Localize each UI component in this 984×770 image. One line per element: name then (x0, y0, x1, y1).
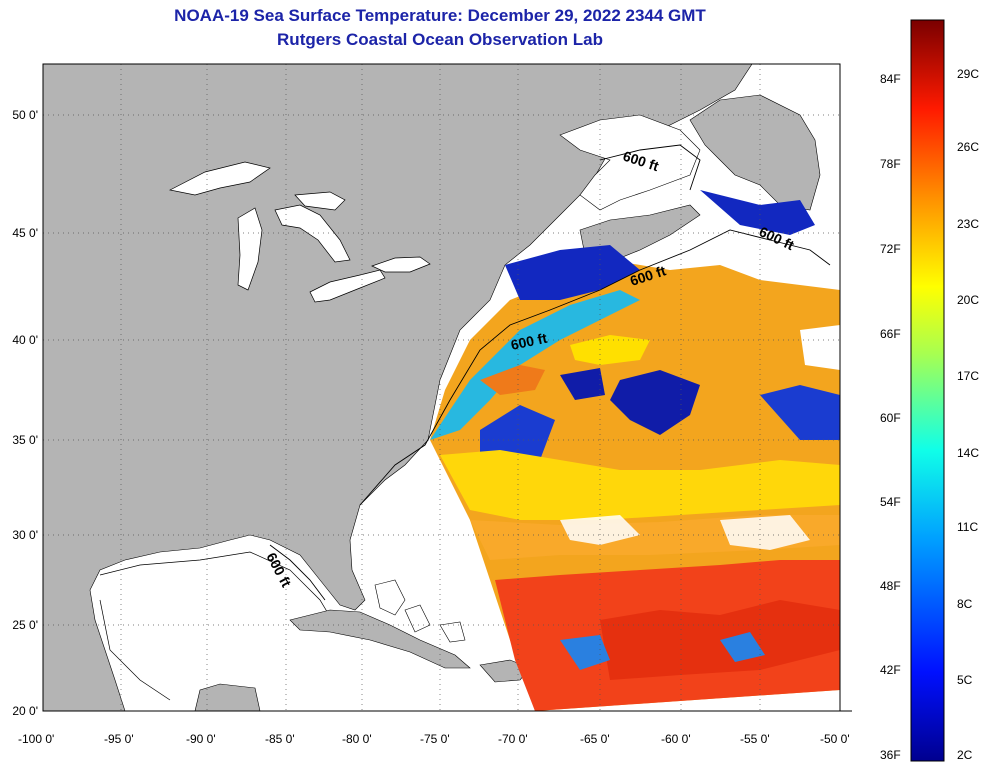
land-gulf-st-lawrence-water (559, 114, 701, 211)
land-north-america (43, 64, 753, 711)
lon-label-85: -85 0' (265, 732, 295, 746)
colorbar-f-78: 78F (880, 157, 901, 171)
lon-label-80: -80 0' (342, 732, 372, 746)
lon-label-90: -90 0' (186, 732, 216, 746)
contour-label-4: 600 ft (509, 330, 548, 353)
colorbar-f-48: 48F (880, 579, 901, 593)
colorbar-f-72: 72F (880, 242, 901, 256)
colorbar-f-84: 84F (880, 72, 901, 86)
land-bahamas (374, 579, 466, 643)
gulf-of-mexico-shelf (99, 551, 336, 701)
land-yucatan (194, 683, 261, 711)
map-title: NOAA-19 Sea Surface Temperature: Decembe… (174, 6, 706, 25)
colorbar-c-14: 14C (957, 446, 980, 460)
colorbar (910, 19, 945, 762)
lon-label-95: -95 0' (104, 732, 134, 746)
lon-label-55: -55 0' (740, 732, 770, 746)
colorbar-f-60: 60F (880, 411, 901, 425)
colorbar-c-20: 20C (957, 293, 980, 307)
colorbar-c-11: 11C (957, 520, 979, 534)
lat-label-50: 50 0' (12, 108, 38, 122)
lon-label-50: -50 0' (820, 732, 850, 746)
lat-label-25: 25 0' (12, 618, 38, 632)
colorbar-c-29: 29C (957, 67, 980, 81)
lat-label-40: 40 0' (12, 333, 38, 347)
colorbar-f-36: 36F (880, 748, 901, 762)
lon-label-70: -70 0' (498, 732, 528, 746)
colorbar-f-66: 66F (880, 327, 901, 341)
colorbar-f-54: 54F (880, 495, 901, 509)
colorbar-f-42: 42F (880, 663, 901, 677)
colorbar-c-2: 2C (957, 748, 973, 762)
great-lakes (168, 161, 431, 303)
lat-label-30: 30 0' (12, 528, 38, 542)
lat-label-35: 35 0' (12, 433, 38, 447)
lon-label-60: -60 0' (661, 732, 691, 746)
lon-label-75: -75 0' (420, 732, 450, 746)
lon-label-100: -100 0' (18, 732, 55, 746)
colorbar-c-23: 23C (957, 217, 980, 231)
colorbar-c-17: 17C (957, 369, 980, 383)
lon-label-65: -65 0' (580, 732, 610, 746)
land-cuba (289, 609, 471, 669)
map-subtitle: Rutgers Coastal Ocean Observation Lab (277, 30, 603, 49)
lat-label-45: 45 0' (12, 226, 38, 240)
colorbar-c-5: 5C (957, 673, 973, 687)
lat-label-20: 20 0' (12, 704, 38, 718)
colorbar-c-8: 8C (957, 597, 973, 611)
600ft-contour (269, 144, 831, 601)
sst-data-swath (430, 190, 840, 711)
colorbar-c-26: 26C (957, 140, 980, 154)
